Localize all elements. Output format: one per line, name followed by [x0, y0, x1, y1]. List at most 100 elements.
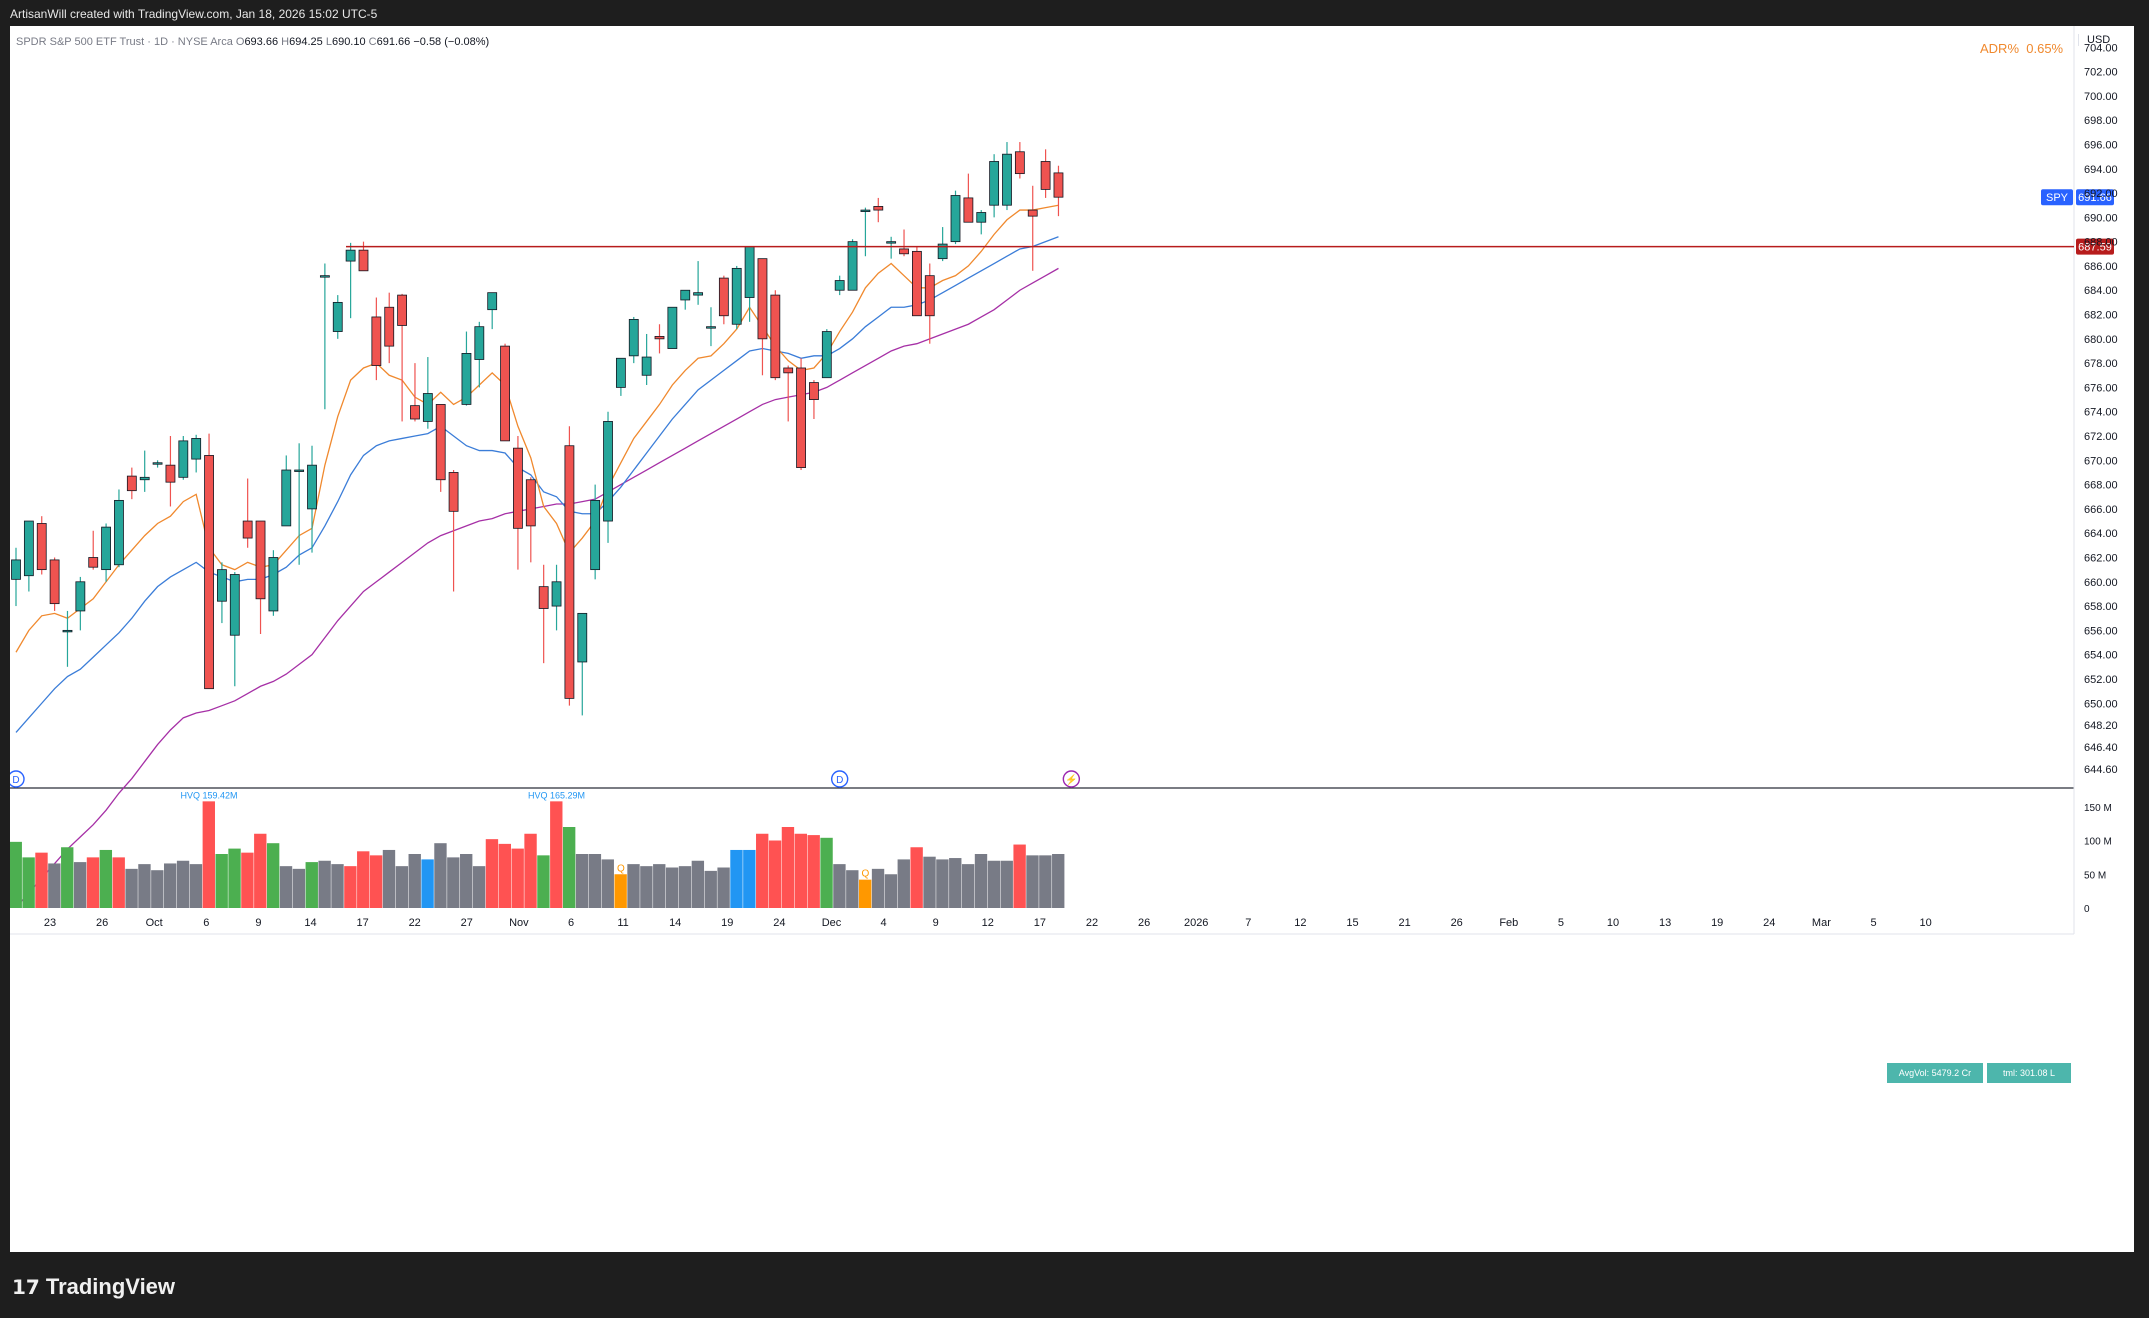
chart-grid: [10, 26, 2075, 935]
time-tick-label: 6: [568, 917, 574, 929]
level-price-text: 687.59: [2078, 242, 2112, 254]
candle-body: [461, 353, 472, 405]
volume-bar: [910, 847, 923, 908]
candle-body: [654, 335, 665, 340]
volume-bar: [176, 860, 190, 908]
time-tick-label: 11: [617, 917, 628, 929]
time-tick-label: 7: [1245, 917, 1251, 929]
time-tick-label: 9: [255, 917, 261, 929]
price-tick-label: 700.00: [2084, 91, 2118, 103]
volume-bar: [562, 827, 576, 908]
time-tick-label: 10: [1919, 917, 1931, 929]
volume-annotation: HVQ 165.29M: [528, 790, 585, 800]
candle-down: [1027, 185, 1038, 271]
volume-tick-label: 50 M: [2084, 870, 2106, 881]
ema-slow-line: [15, 267, 1059, 908]
price-tick-label: 690.00: [2084, 212, 2118, 224]
volume-bar: [369, 855, 383, 908]
volume-bar: [833, 864, 846, 908]
price-tick-label: 674.00: [2084, 407, 2118, 419]
time-tick-label: 17: [356, 917, 368, 929]
candle-up: [693, 261, 704, 305]
candle-up: [345, 242, 356, 319]
time-tick-label: 10: [1607, 917, 1619, 929]
volume-bar: [1013, 844, 1026, 908]
candle-body: [912, 250, 922, 317]
candle-body: [1040, 161, 1051, 190]
volume-bar: [395, 866, 409, 908]
price-tick-label: 662.00: [2084, 552, 2118, 564]
price-tick-label: 646.40: [2084, 742, 2118, 754]
candle-down: [397, 293, 408, 422]
time-tick-label: 14: [669, 917, 681, 929]
candle-body: [693, 292, 704, 296]
currency-label[interactable]: USD: [2078, 34, 2127, 46]
candle-up: [307, 445, 317, 553]
tradingview-icon: 𝟭𝟳: [12, 1277, 40, 1299]
volume-bar: [485, 839, 499, 908]
volume-bar: [279, 866, 293, 908]
candle-up: [706, 307, 716, 347]
volume-bar: [460, 854, 473, 908]
candle-down: [873, 197, 884, 223]
volume-bar: [820, 837, 833, 908]
avg-vol-text: AvgVol: 5479.2 Cr: [1899, 1068, 1971, 1078]
volume-bar: [524, 833, 537, 908]
volume-bar: [125, 868, 138, 908]
open-label: O: [235, 36, 245, 48]
volume-annotation: HVQ 159.42M: [181, 790, 238, 800]
candle-up: [680, 289, 691, 310]
candle-up: [217, 562, 227, 624]
volume-bar: [511, 848, 524, 908]
candle-body: [950, 195, 961, 243]
open-value: 693.66: [244, 36, 279, 48]
candle-body: [11, 559, 21, 580]
price-tick-label: 648.20: [2084, 720, 2118, 732]
volume-bar: [48, 863, 61, 908]
candle-up: [11, 547, 21, 607]
candle-up: [989, 154, 1000, 218]
candle-body: [500, 345, 510, 442]
candle-up: [229, 572, 240, 687]
candle-body: [294, 469, 305, 472]
candle-body: [538, 586, 549, 609]
candle-body: [114, 499, 124, 566]
candle-body: [268, 557, 279, 612]
price-tick-label: 656.00: [2084, 625, 2118, 637]
tradingview-logo[interactable]: 𝟭𝟳 TradingView: [12, 1274, 175, 1300]
candle-body: [706, 326, 716, 329]
time-tick-label: 19: [1711, 917, 1723, 929]
time-tick-label: 24: [773, 917, 785, 929]
price-tick-label: 704.00: [2084, 42, 2118, 54]
candle-body: [384, 306, 395, 347]
time-tick-label: 12: [1294, 917, 1306, 929]
candle-body: [937, 243, 948, 260]
candle-down: [924, 263, 935, 344]
candle-up: [75, 576, 86, 631]
volume-bar: [936, 859, 949, 908]
candle-up: [731, 265, 742, 330]
candle-body: [1027, 209, 1038, 217]
price-tick-label: 688.00: [2084, 237, 2118, 249]
price-tick-label: 694.00: [2084, 164, 2118, 176]
time-tick-label: 19: [721, 917, 733, 929]
horizontal-level[interactable]: 687.59 SPY 691.66: [346, 189, 2114, 255]
candle-up: [294, 443, 305, 565]
volume-bar: [73, 862, 87, 908]
volume-tick-label: 0: [2084, 904, 2090, 915]
candle-down: [796, 358, 806, 471]
time-tick-label: 22: [409, 917, 421, 929]
volume-bar: [987, 860, 1001, 908]
volume-bar: [884, 874, 898, 908]
volume-bar: [61, 847, 74, 908]
candle-body: [281, 469, 292, 527]
price-tick-label: 666.00: [2084, 504, 2118, 516]
candle-body: [731, 267, 742, 325]
time-tick-label: 21: [1398, 917, 1410, 929]
candle-body: [513, 447, 523, 529]
event-markers[interactable]: D D ⚡: [10, 770, 1081, 788]
candle-body: [628, 318, 639, 357]
candle-up: [847, 239, 858, 291]
candle-down: [718, 275, 729, 325]
price-chart[interactable]: 687.59 SPY 691.66 HVQ 159.42M HVQ 165.29M Q Q…: [10, 26, 2134, 1252]
